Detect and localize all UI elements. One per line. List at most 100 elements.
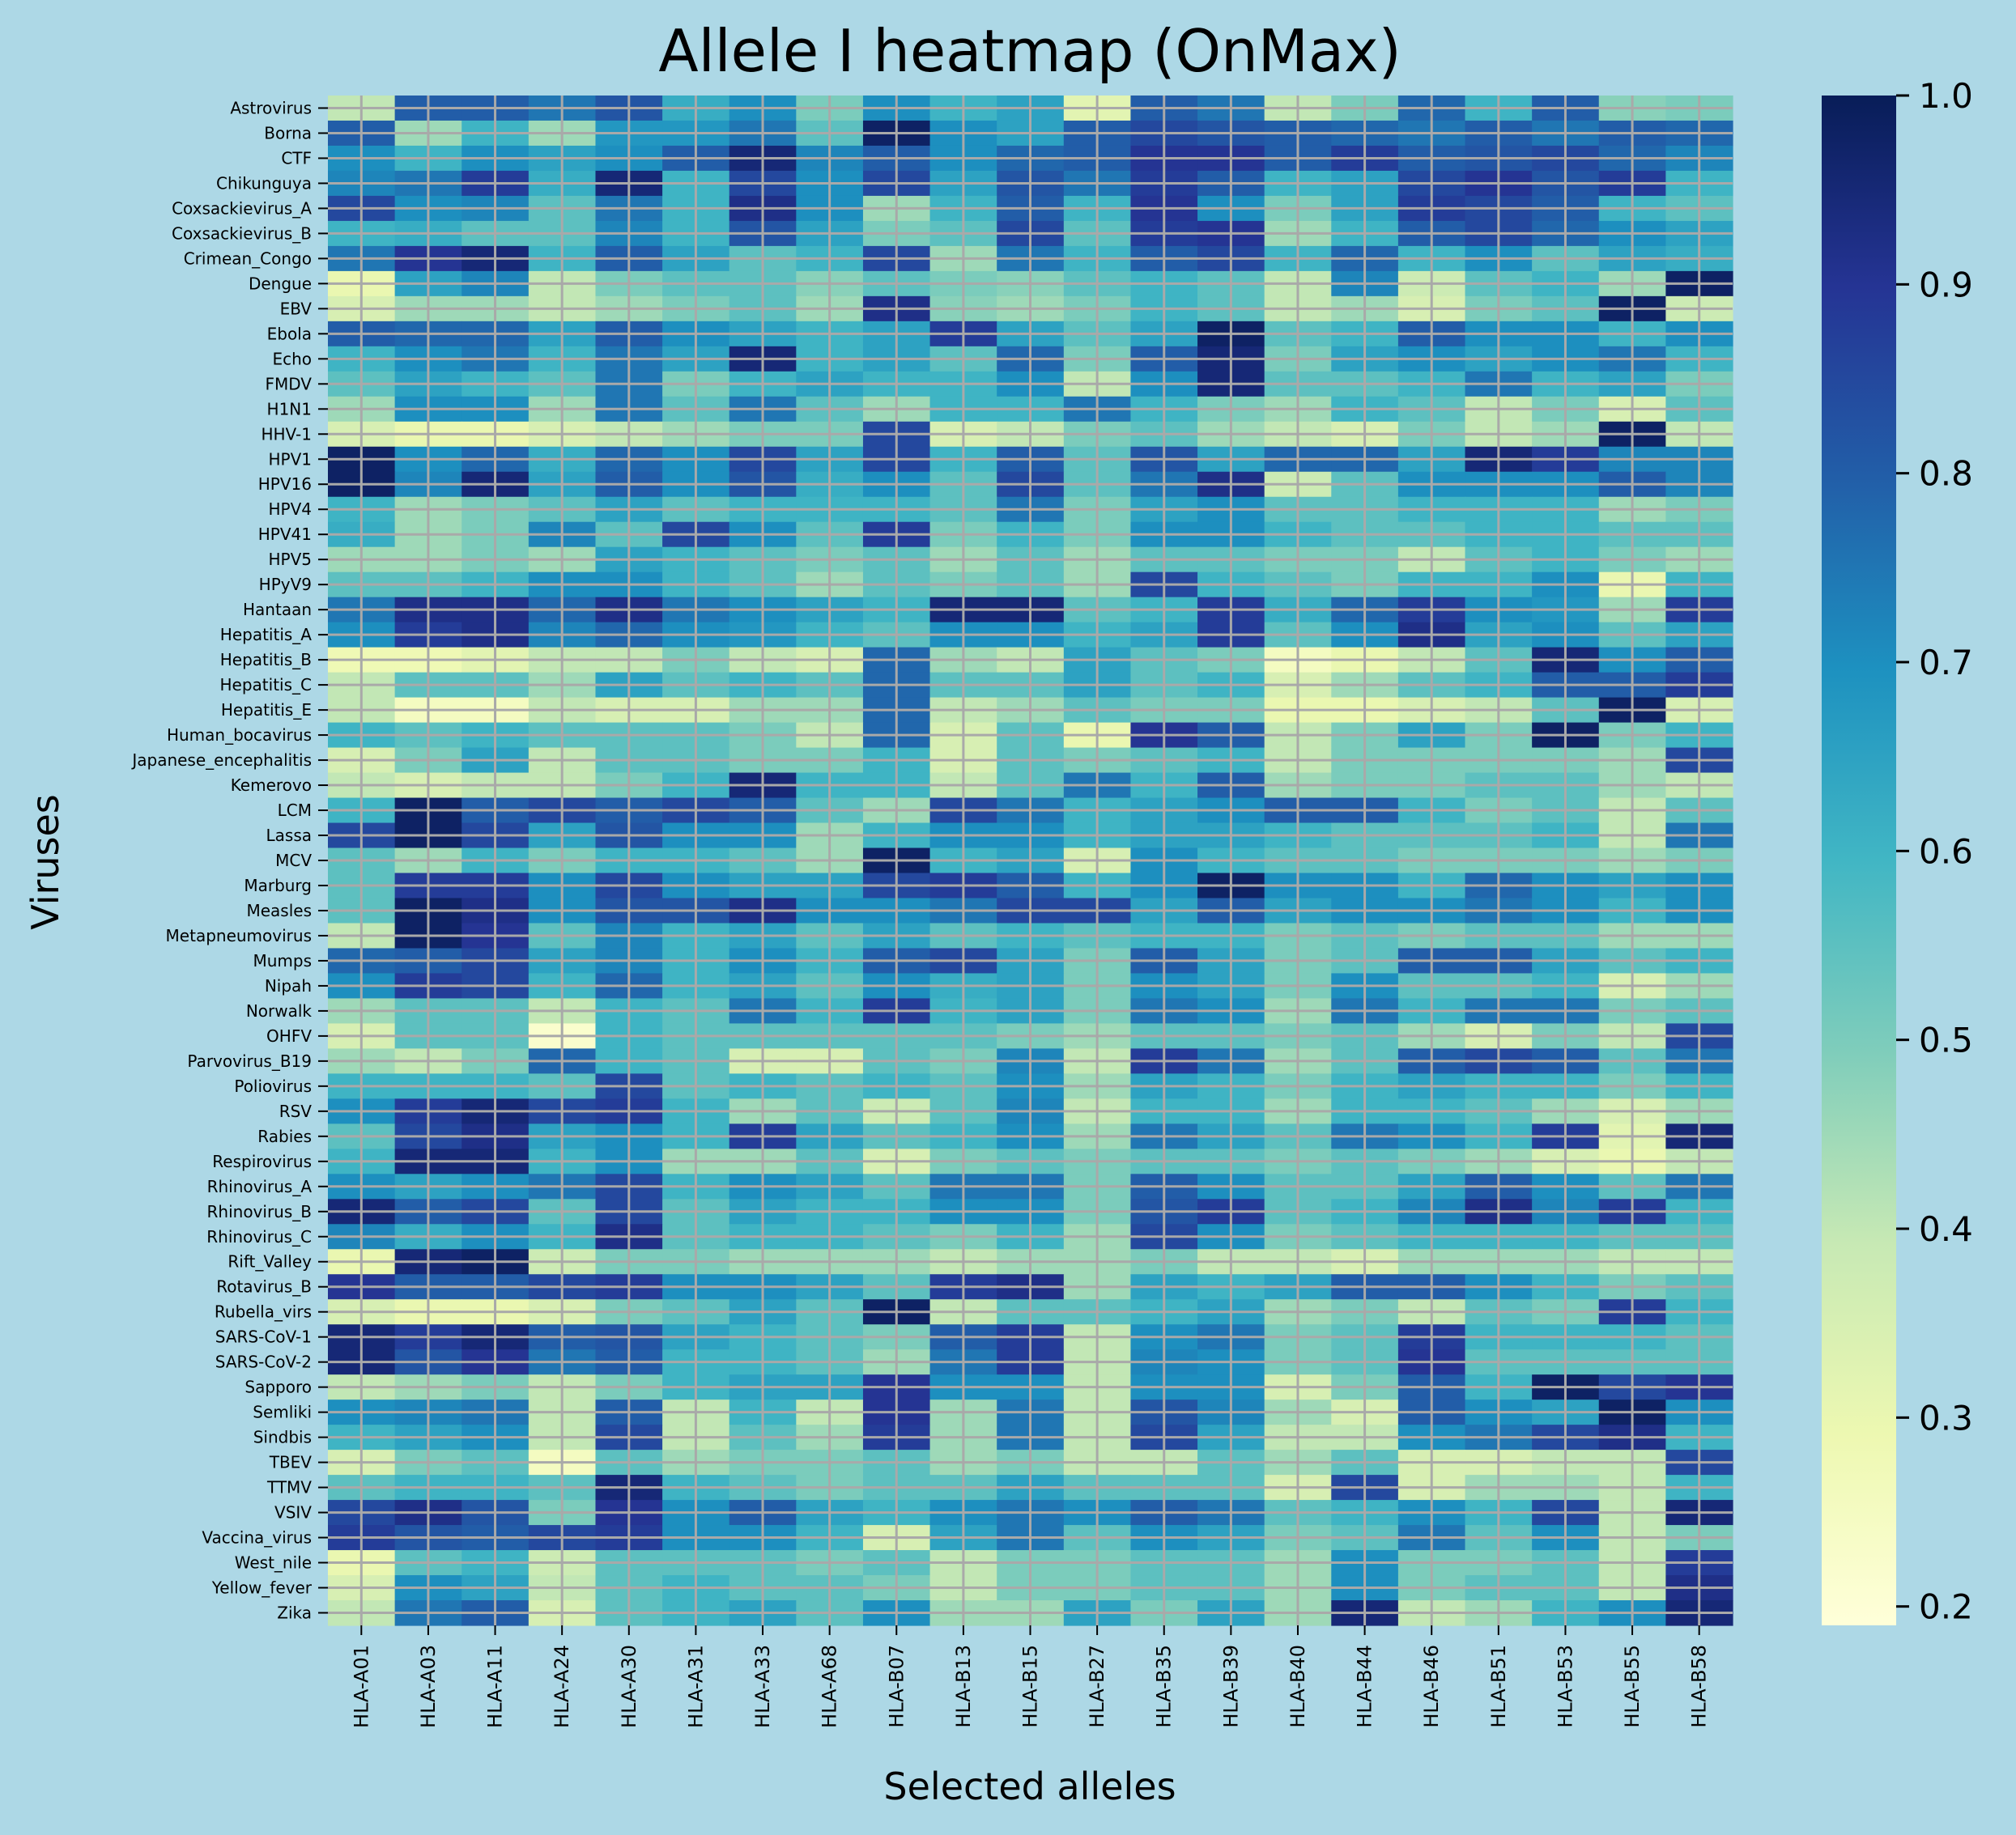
y-tick-label: Rotavirus_B <box>216 1277 312 1297</box>
colorbar-tick-label: 0.6 <box>1919 831 1973 871</box>
x-tick-label: HLA-B13 <box>952 1645 975 1728</box>
x-tick-label: HLA-B07 <box>885 1645 908 1728</box>
y-tick-label: Crimean_Congo <box>184 248 312 268</box>
y-tick-label: TTMV <box>266 1478 312 1497</box>
colorbar-tick-label: 0.5 <box>1919 1021 1973 1060</box>
x-tick-label: HLA-B46 <box>1420 1645 1443 1728</box>
y-tick-label: Coxsackievirus_A <box>172 198 312 218</box>
x-tick-labels: HLA-A01 HLA-A03 HLA-A11 HLA-A24 HLA-A30 HLA-A… <box>350 1625 1711 1728</box>
y-tick-label: Sindbis <box>253 1428 312 1447</box>
y-tick-label: CTF <box>281 148 312 168</box>
y-axis-label: Viruses <box>23 794 67 930</box>
y-tick-label: Yellow_fever <box>211 1578 313 1598</box>
x-tick-label: HLA-B40 <box>1287 1645 1309 1728</box>
x-tick-label: HLA-A30 <box>618 1645 640 1728</box>
y-tick-label: Kemerovo <box>231 775 312 795</box>
y-tick-label: Coxsackievirus_B <box>172 223 312 243</box>
y-tick-label: Japanese_encephalitis <box>130 750 312 770</box>
y-tick-label: Sapporo <box>245 1378 312 1397</box>
y-tick-label: HPyV9 <box>259 575 312 594</box>
y-tick-label: Ebola <box>267 324 312 343</box>
y-tick-label: RSV <box>279 1102 313 1121</box>
x-tick-label: HLA-B44 <box>1354 1645 1376 1728</box>
y-tick-label: Human_bocavirus <box>167 725 312 745</box>
y-tick-label: Respirovirus <box>212 1152 312 1171</box>
colorbar: 0.2 0.3 0.4 0.5 0.6 0.7 0.8 0.9 1.0 <box>1822 76 1973 1627</box>
colorbar-tick-label: 0.3 <box>1919 1398 1973 1438</box>
y-tick-label: Poliovirus <box>234 1077 312 1096</box>
y-tick-label: Parvovirus_B19 <box>187 1051 312 1071</box>
y-tick-label: HHV-1 <box>261 424 312 444</box>
x-tick-label: HLA-B55 <box>1621 1645 1644 1728</box>
y-tick-label: Norwalk <box>246 1001 313 1021</box>
x-tick-label: HLA-B15 <box>1019 1645 1042 1728</box>
y-tick-label: Borna <box>264 123 312 142</box>
x-tick-label: HLA-A24 <box>551 1645 573 1728</box>
y-tick-label: HPV16 <box>258 474 312 494</box>
y-tick-label: Rhinovirus_A <box>207 1177 313 1196</box>
x-tick-label: HLA-A31 <box>684 1645 707 1728</box>
y-tick-label: Metapneumovirus <box>166 926 312 945</box>
y-tick-label: SARS-CoV-1 <box>215 1327 312 1347</box>
colorbar-gradient <box>1822 96 1896 1625</box>
x-tick-label: HLA-B53 <box>1554 1645 1576 1728</box>
x-tick-label: HLA-B27 <box>1086 1645 1108 1728</box>
y-tick-label: Rift_Valley <box>228 1252 312 1272</box>
x-tick-label: HLA-A03 <box>417 1645 440 1728</box>
y-tick-label: FMDV <box>266 374 313 393</box>
colorbar-tick-label: 1.0 <box>1919 76 1973 116</box>
y-tick-label: Hepatitis_A <box>220 625 313 644</box>
y-tick-label: Hepatitis_E <box>221 700 312 720</box>
colorbar-tick-label: 0.9 <box>1919 265 1973 304</box>
y-tick-label: Rhinovirus_C <box>206 1227 312 1247</box>
y-tick-label: Astrovirus <box>230 98 312 117</box>
y-tick-label: HPV5 <box>268 550 312 569</box>
y-tick-label: Rhinovirus_B <box>207 1202 312 1221</box>
y-tick-label: Semliki <box>253 1403 312 1422</box>
y-tick-label: Nipah <box>265 976 312 996</box>
y-tick-label: Chikunguya <box>216 173 312 193</box>
grid-lines <box>328 96 1733 1625</box>
y-tick-label: EBV <box>280 299 313 318</box>
y-tick-label: HPV1 <box>268 449 312 469</box>
y-tick-label: Measles <box>246 901 312 920</box>
x-tick-label: HLA-B35 <box>1153 1645 1176 1728</box>
y-tick-label: MCV <box>275 851 312 870</box>
x-tick-label: HLA-B58 <box>1688 1645 1711 1728</box>
x-tick-label: HLA-B39 <box>1219 1645 1242 1728</box>
y-tick-label: Mumps <box>253 951 312 971</box>
y-tick-label: West_nile <box>235 1553 312 1573</box>
y-tick-label: Dengue <box>249 274 312 293</box>
colorbar-tick-label: 0.7 <box>1919 643 1973 682</box>
y-tick-label: HPV41 <box>258 525 312 544</box>
y-tick-label: Hantaan <box>243 600 312 619</box>
y-tick-label: LCM <box>278 801 312 820</box>
y-tick-label: HPV4 <box>268 499 312 519</box>
x-axis-label: Selected alleles <box>883 1765 1176 1808</box>
y-tick-label: Zika <box>277 1604 312 1623</box>
chart-title: Allele I heatmap (OnMax) <box>658 17 1401 85</box>
colorbar-tick-label: 0.2 <box>1919 1587 1973 1627</box>
y-tick-label: OHFV <box>266 1026 312 1046</box>
x-tick-label: HLA-A01 <box>350 1645 372 1728</box>
y-tick-label: Hepatitis_B <box>220 650 312 669</box>
colorbar-tick-label: 0.8 <box>1919 454 1973 494</box>
y-tick-label: Lassa <box>266 826 313 845</box>
y-tick-label: Hepatitis_C <box>220 675 312 694</box>
y-tick-label: VSIV <box>274 1503 312 1523</box>
y-tick-label: SARS-CoV-2 <box>215 1353 312 1372</box>
x-tick-label: HLA-A11 <box>484 1645 507 1728</box>
y-tick-labels: Astrovirus Borna CTF Chikunguya Coxsackievir… <box>130 98 328 1623</box>
y-tick-label: Vaccina_virus <box>202 1528 312 1548</box>
colorbar-tick-label: 0.4 <box>1919 1209 1973 1249</box>
y-tick-label: Rabies <box>257 1127 312 1146</box>
x-tick-label: HLA-A33 <box>751 1645 774 1728</box>
y-tick-label: TBEV <box>269 1453 313 1472</box>
y-tick-label: Marburg <box>244 876 312 895</box>
x-tick-label: HLA-A68 <box>819 1645 841 1728</box>
y-tick-label: Rubella_virs <box>215 1302 312 1322</box>
y-tick-label: H1N1 <box>267 399 312 418</box>
x-tick-label: HLA-B51 <box>1487 1645 1510 1728</box>
y-tick-label: Echo <box>272 349 312 368</box>
